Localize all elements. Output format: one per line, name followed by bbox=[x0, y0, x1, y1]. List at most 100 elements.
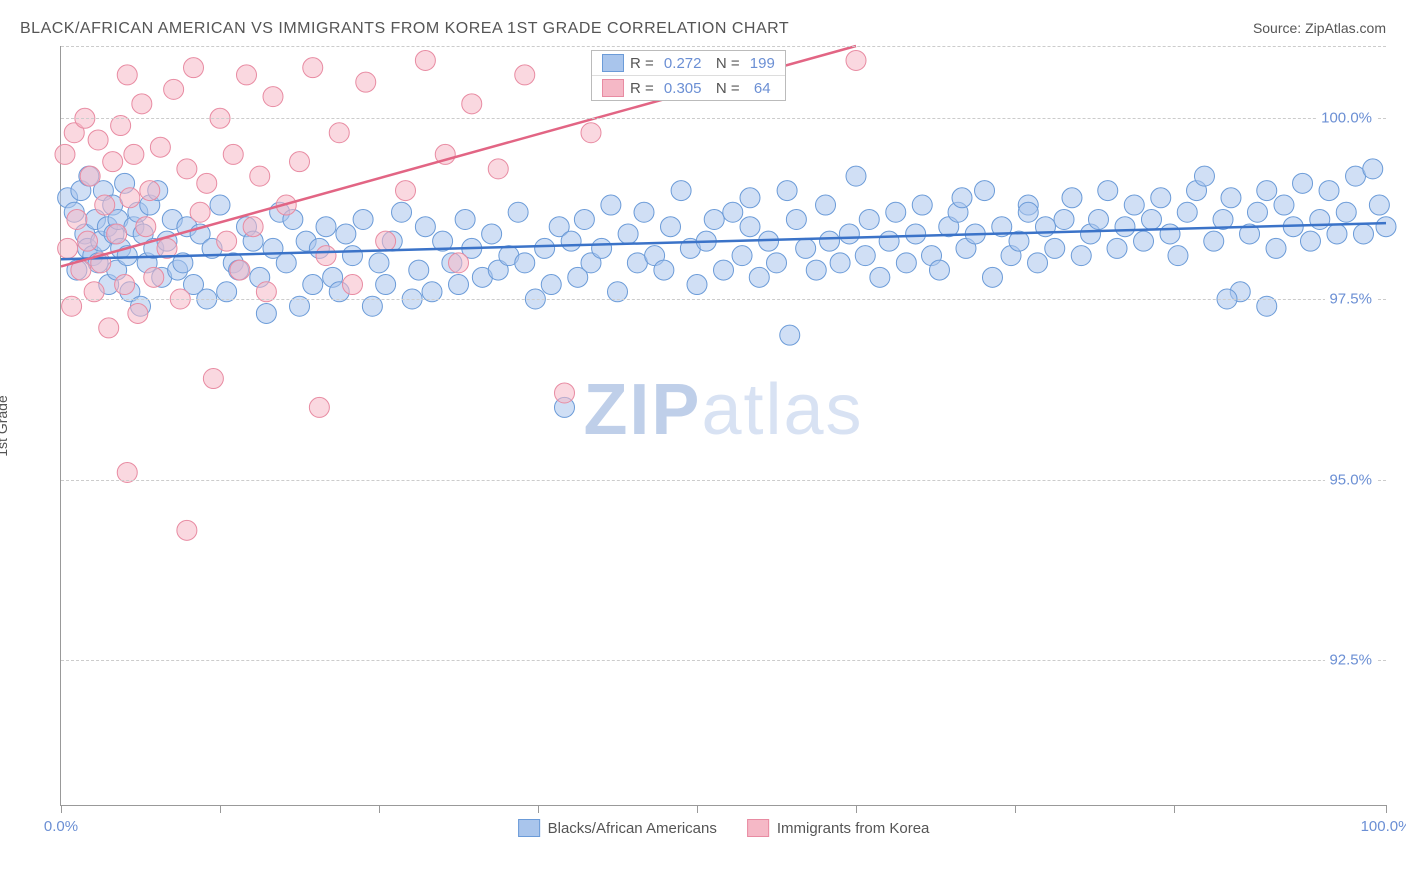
scatter-point bbox=[1151, 188, 1171, 208]
scatter-point bbox=[1054, 209, 1074, 229]
scatter-point bbox=[67, 209, 87, 229]
x-tick-label: 100.0% bbox=[1361, 818, 1406, 835]
scatter-point bbox=[535, 238, 555, 258]
scatter-point bbox=[177, 159, 197, 179]
scatter-point bbox=[1107, 238, 1127, 258]
scatter-point bbox=[1274, 195, 1294, 215]
scatter-point bbox=[1221, 188, 1241, 208]
source-link[interactable]: ZipAtlas.com bbox=[1305, 20, 1386, 36]
x-tick bbox=[538, 805, 539, 813]
scatter-point bbox=[263, 87, 283, 107]
scatter-point bbox=[303, 275, 323, 295]
scatter-point bbox=[1098, 181, 1118, 201]
scatter-point bbox=[561, 231, 581, 251]
legend-r-label: R = bbox=[630, 55, 654, 72]
scatter-point bbox=[846, 50, 866, 70]
x-tick bbox=[61, 805, 62, 813]
scatter-point bbox=[409, 260, 429, 280]
scatter-point bbox=[376, 275, 396, 295]
scatter-point bbox=[780, 325, 800, 345]
scatter-point bbox=[786, 209, 806, 229]
scatter-point bbox=[1160, 224, 1180, 244]
gridline-h bbox=[61, 660, 1386, 661]
scatter-point bbox=[661, 217, 681, 237]
scatter-point bbox=[749, 267, 769, 287]
scatter-point bbox=[1369, 195, 1389, 215]
scatter-point bbox=[515, 253, 535, 273]
scatter-point bbox=[592, 238, 612, 258]
scatter-point bbox=[879, 231, 899, 251]
scatter-point bbox=[982, 267, 1002, 287]
scatter-point bbox=[99, 318, 119, 338]
scatter-point bbox=[1204, 231, 1224, 251]
scatter-point bbox=[482, 224, 502, 244]
scatter-point bbox=[796, 238, 816, 258]
x-tick bbox=[1015, 805, 1016, 813]
scatter-point bbox=[230, 260, 250, 280]
scatter-point bbox=[740, 188, 760, 208]
scatter-point bbox=[555, 383, 575, 403]
scatter-point bbox=[723, 202, 743, 222]
y-axis-label: 1st Grade bbox=[0, 395, 10, 456]
scatter-point bbox=[830, 253, 850, 273]
y-tick-label: 97.5% bbox=[1325, 291, 1376, 308]
scatter-point bbox=[164, 79, 184, 99]
x-tick bbox=[1386, 805, 1387, 813]
scatter-point bbox=[210, 195, 230, 215]
legend-n-label: N = bbox=[707, 55, 739, 72]
scatter-point bbox=[714, 260, 734, 280]
x-tick-label: 0.0% bbox=[44, 818, 78, 835]
scatter-point bbox=[243, 217, 263, 237]
scatter-point bbox=[952, 188, 972, 208]
legend-swatch bbox=[747, 819, 769, 837]
scatter-point bbox=[117, 65, 137, 85]
scatter-point bbox=[906, 224, 926, 244]
scatter-point bbox=[1071, 246, 1091, 266]
legend-row: R = 0.305 N = 64 bbox=[592, 76, 785, 100]
scatter-point bbox=[250, 166, 270, 186]
scatter-point bbox=[309, 397, 329, 417]
y-tick-label: 100.0% bbox=[1317, 110, 1376, 127]
legend-swatch bbox=[602, 79, 624, 97]
chart-title: BLACK/AFRICAN AMERICAN VS IMMIGRANTS FRO… bbox=[20, 20, 789, 38]
scatter-point bbox=[58, 238, 78, 258]
gridline-h bbox=[61, 118, 1386, 119]
scatter-point bbox=[1018, 202, 1038, 222]
scatter-point bbox=[1300, 231, 1320, 251]
scatter-point bbox=[237, 65, 257, 85]
scatter-point bbox=[203, 369, 223, 389]
scatter-point bbox=[1028, 253, 1048, 273]
scatter-point bbox=[1168, 246, 1188, 266]
x-tick bbox=[697, 805, 698, 813]
scatter-point bbox=[197, 173, 217, 193]
scatter-point bbox=[103, 152, 123, 172]
scatter-point bbox=[396, 181, 416, 201]
scatter-point bbox=[1134, 231, 1154, 251]
scatter-point bbox=[95, 195, 115, 215]
scatter-point bbox=[449, 253, 469, 273]
scatter-point bbox=[376, 231, 396, 251]
scatter-point bbox=[415, 50, 435, 70]
scatter-point bbox=[455, 209, 475, 229]
gridline-h bbox=[61, 299, 1386, 300]
scatter-point bbox=[855, 246, 875, 266]
scatter-point bbox=[1177, 202, 1197, 222]
scatter-point bbox=[415, 217, 435, 237]
scatter-point bbox=[256, 303, 276, 323]
scatter-point bbox=[343, 246, 363, 266]
scatter-point bbox=[886, 202, 906, 222]
series-legend-item: Immigrants from Korea bbox=[747, 819, 930, 837]
scatter-point bbox=[120, 188, 140, 208]
scatter-point bbox=[55, 144, 75, 164]
scatter-point bbox=[975, 181, 995, 201]
scatter-point bbox=[687, 275, 707, 295]
scatter-point bbox=[1115, 217, 1135, 237]
scatter-point bbox=[816, 195, 836, 215]
scatter-point bbox=[1353, 224, 1373, 244]
scatter-point bbox=[184, 58, 204, 78]
scatter-point bbox=[78, 231, 98, 251]
scatter-point bbox=[574, 209, 594, 229]
x-tick bbox=[1174, 805, 1175, 813]
scatter-point bbox=[515, 65, 535, 85]
legend-n-value: 199 bbox=[746, 55, 775, 72]
